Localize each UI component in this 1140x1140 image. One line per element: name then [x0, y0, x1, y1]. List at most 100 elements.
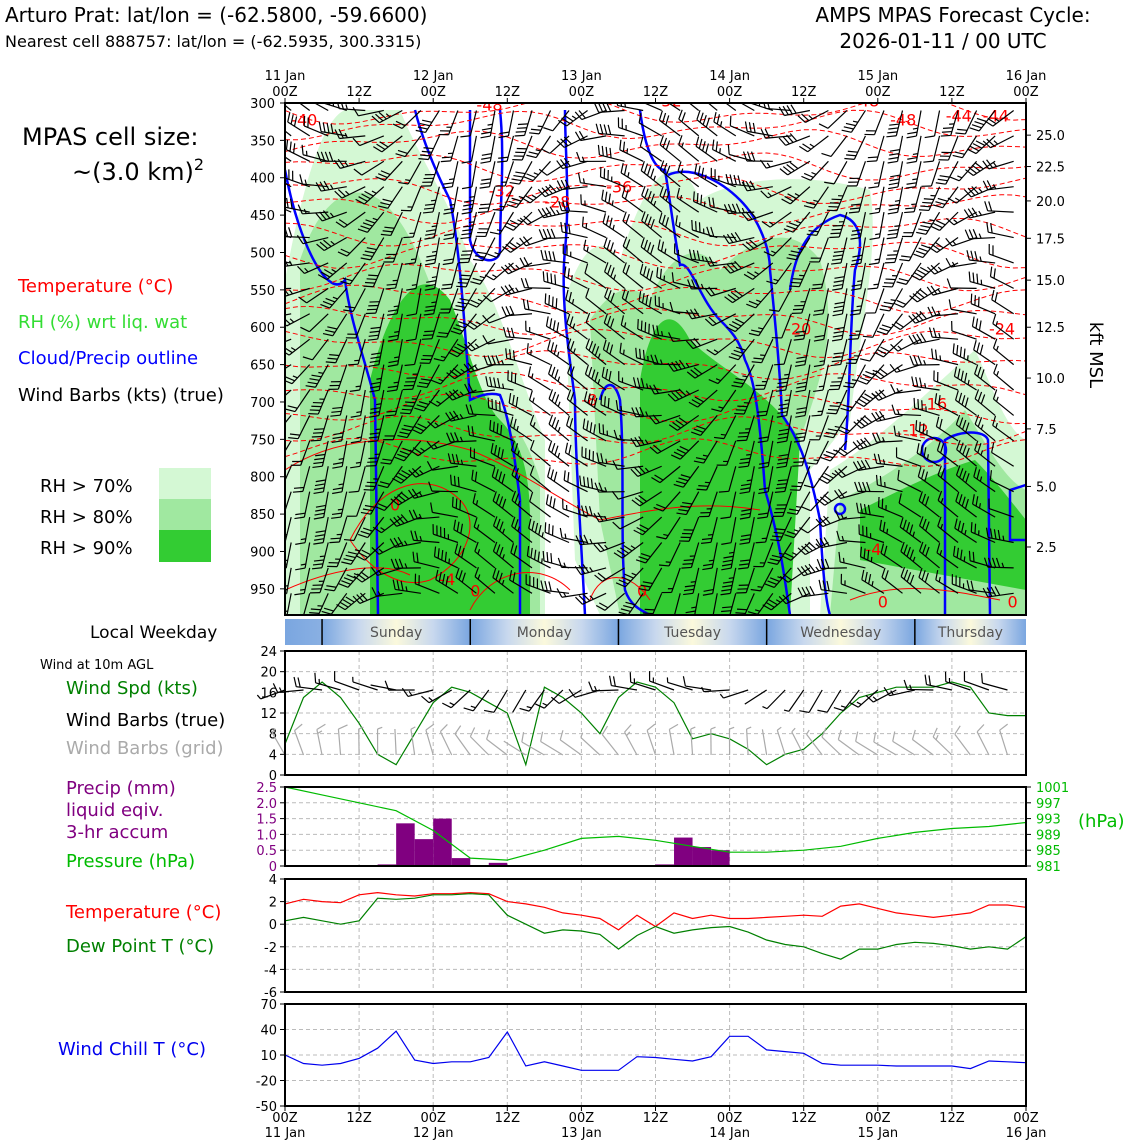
barb-flag [917, 355, 923, 366]
barb-staff [988, 231, 1014, 239]
barb-staff [886, 313, 903, 335]
barb-flag [285, 610, 288, 613]
barb-flag [616, 549, 626, 557]
panel-frame [284, 650, 1027, 776]
upper-air-wind-barb [414, 573, 440, 594]
upper-air-wind-barb [835, 440, 866, 457]
upper-air-wind-barb [637, 319, 662, 340]
upper-air-wind-barb [757, 415, 774, 443]
barb-flag [700, 283, 704, 289]
upper-air-wind-barb [511, 490, 533, 518]
barb-flag [795, 505, 802, 508]
barb-flag [557, 426, 561, 433]
surface-wind-barb-grid [855, 731, 879, 756]
barb-staff [439, 731, 453, 756]
barb-flag [403, 424, 414, 428]
barb-flag [340, 103, 344, 110]
barb-flag [703, 563, 714, 567]
upper-air-wind-barb [566, 415, 588, 442]
upper-air-wind-barb [352, 135, 385, 147]
barb-staff [896, 135, 904, 162]
barb-flag [492, 567, 497, 578]
barb-flag [285, 585, 289, 587]
barb-staff [708, 491, 718, 517]
barb-flag [620, 315, 625, 326]
barb-flag [737, 608, 748, 611]
upper-air-wind-barb [771, 313, 792, 339]
barb-staff [988, 507, 1014, 518]
barb-flag [356, 573, 366, 581]
barb-staff [285, 516, 292, 543]
surface-wind-barb-grid [439, 723, 453, 756]
barb-staff [642, 516, 663, 536]
barb-flag [338, 483, 344, 486]
barb-staff [900, 551, 922, 569]
upper-air-wind-barb [547, 467, 570, 493]
barb-flag [510, 440, 515, 451]
pressure-tick-label: 350 [250, 134, 275, 149]
upper-air-wind-barb [461, 161, 478, 190]
barb-flag [339, 601, 349, 608]
pressure-tick-label: 993 [1036, 813, 1061, 828]
upper-air-wind-barb [799, 135, 829, 153]
barb-flag [333, 432, 344, 436]
barb-flag [542, 550, 545, 562]
barb-flag [276, 168, 278, 178]
barb-flag [975, 318, 979, 329]
barb-flag [909, 684, 912, 690]
barb-staff [409, 389, 422, 414]
barb-staff [839, 516, 866, 521]
barb-staff [932, 287, 959, 296]
barb-flag [783, 228, 794, 233]
upper-air-wind-barb [620, 163, 644, 188]
barb-staff [712, 148, 737, 162]
barb-staff [285, 440, 292, 453]
barb-flag [722, 584, 733, 588]
barb-flag [549, 496, 553, 507]
barb-flag [418, 491, 423, 497]
barb-flag [626, 148, 629, 154]
top-axis-day-label: 14 Jan [709, 69, 750, 84]
upper-air-wind-barb [502, 237, 533, 253]
barb-staff [836, 186, 848, 211]
weekday-label: Tuesday [663, 625, 721, 641]
barb-flag [387, 338, 398, 342]
barb-staff [503, 740, 527, 756]
barb-flag [585, 287, 590, 298]
barb-flag [322, 300, 333, 306]
barb-flag [609, 242, 614, 253]
barb-flag [441, 156, 452, 159]
barb-flag [380, 202, 391, 206]
barb-staff [452, 212, 459, 238]
barb-flag [883, 301, 894, 305]
barb-staff [562, 231, 588, 239]
barb-flag [916, 443, 920, 454]
upper-air-wind-barb [881, 567, 903, 594]
barb-staff [651, 593, 663, 615]
barb-flag [509, 219, 520, 226]
panel-ytick-label: 24 [260, 645, 277, 660]
upper-air-wind-barb [492, 186, 515, 211]
barb-flag [889, 178, 900, 182]
barb-flag [794, 364, 805, 367]
temperature-contour-label: -52 [656, 92, 682, 111]
upper-air-wind-barb [526, 546, 551, 569]
barb-staff [880, 364, 903, 380]
barb-flag [972, 143, 983, 149]
upper-air-wind-barb [302, 338, 329, 361]
barb-staff [529, 186, 551, 204]
barb-flag [689, 339, 698, 348]
upper-air-wind-barb [909, 355, 940, 366]
upper-air-wind-barb [946, 278, 977, 289]
upper-air-wind-barb [933, 370, 959, 391]
barb-flag [377, 591, 382, 597]
barb-flag [552, 498, 556, 509]
upper-air-wind-barb [285, 261, 292, 264]
barb-staff [805, 109, 829, 124]
barb-flag [551, 443, 556, 453]
barb-flag [513, 443, 519, 454]
barb-staff [942, 186, 959, 209]
barb-staff [978, 110, 996, 132]
barb-staff [434, 555, 459, 569]
